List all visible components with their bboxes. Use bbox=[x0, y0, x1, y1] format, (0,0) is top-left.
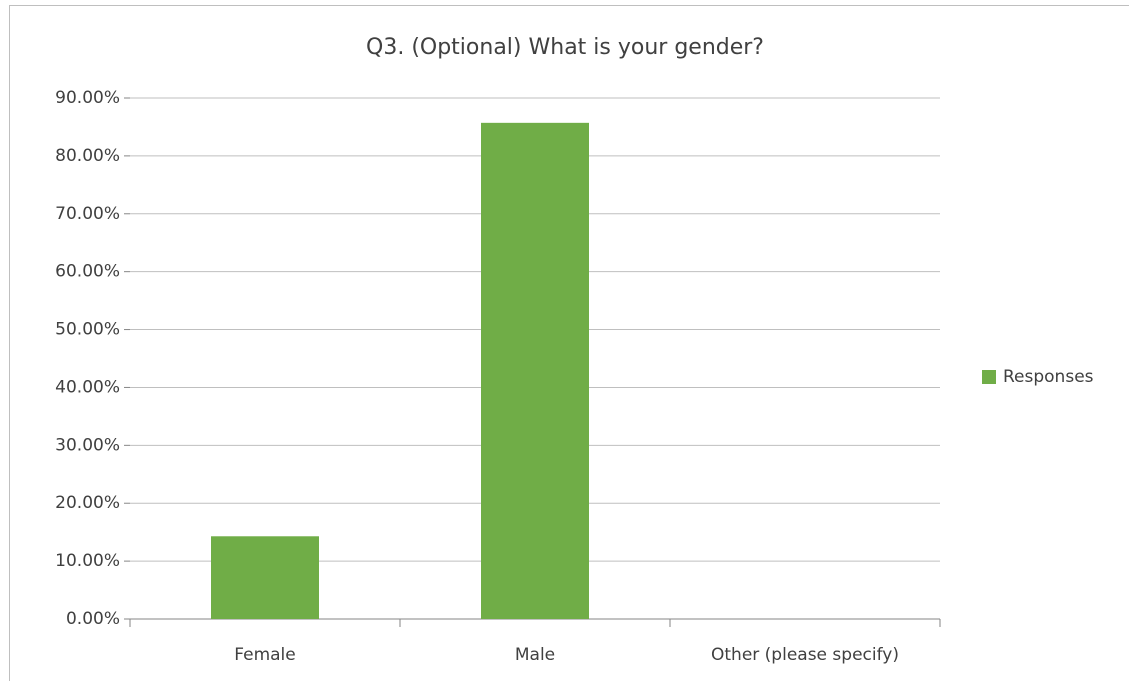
y-tick-label: 90.00% bbox=[55, 88, 120, 108]
bar bbox=[211, 536, 319, 619]
bar bbox=[481, 122, 589, 619]
y-tick-label: 0.00% bbox=[66, 609, 120, 629]
y-tick-label: 60.00% bbox=[55, 262, 120, 282]
x-tick-label: Female bbox=[234, 645, 295, 665]
chart-title: Q3. (Optional) What is your gender? bbox=[366, 35, 764, 60]
legend-label: Responses bbox=[1003, 367, 1094, 387]
y-tick-label: 70.00% bbox=[55, 204, 120, 224]
x-tick-label: Other (please specify) bbox=[711, 645, 899, 665]
y-tick-label: 30.00% bbox=[55, 435, 120, 455]
legend-swatch bbox=[982, 370, 996, 384]
y-tick-label: 80.00% bbox=[55, 146, 120, 166]
x-tick-label: Male bbox=[515, 645, 555, 665]
y-tick-label: 40.00% bbox=[55, 377, 120, 397]
y-tick-label: 10.00% bbox=[55, 551, 120, 571]
y-tick-label: 20.00% bbox=[55, 493, 120, 513]
y-tick-label: 50.00% bbox=[55, 320, 120, 340]
